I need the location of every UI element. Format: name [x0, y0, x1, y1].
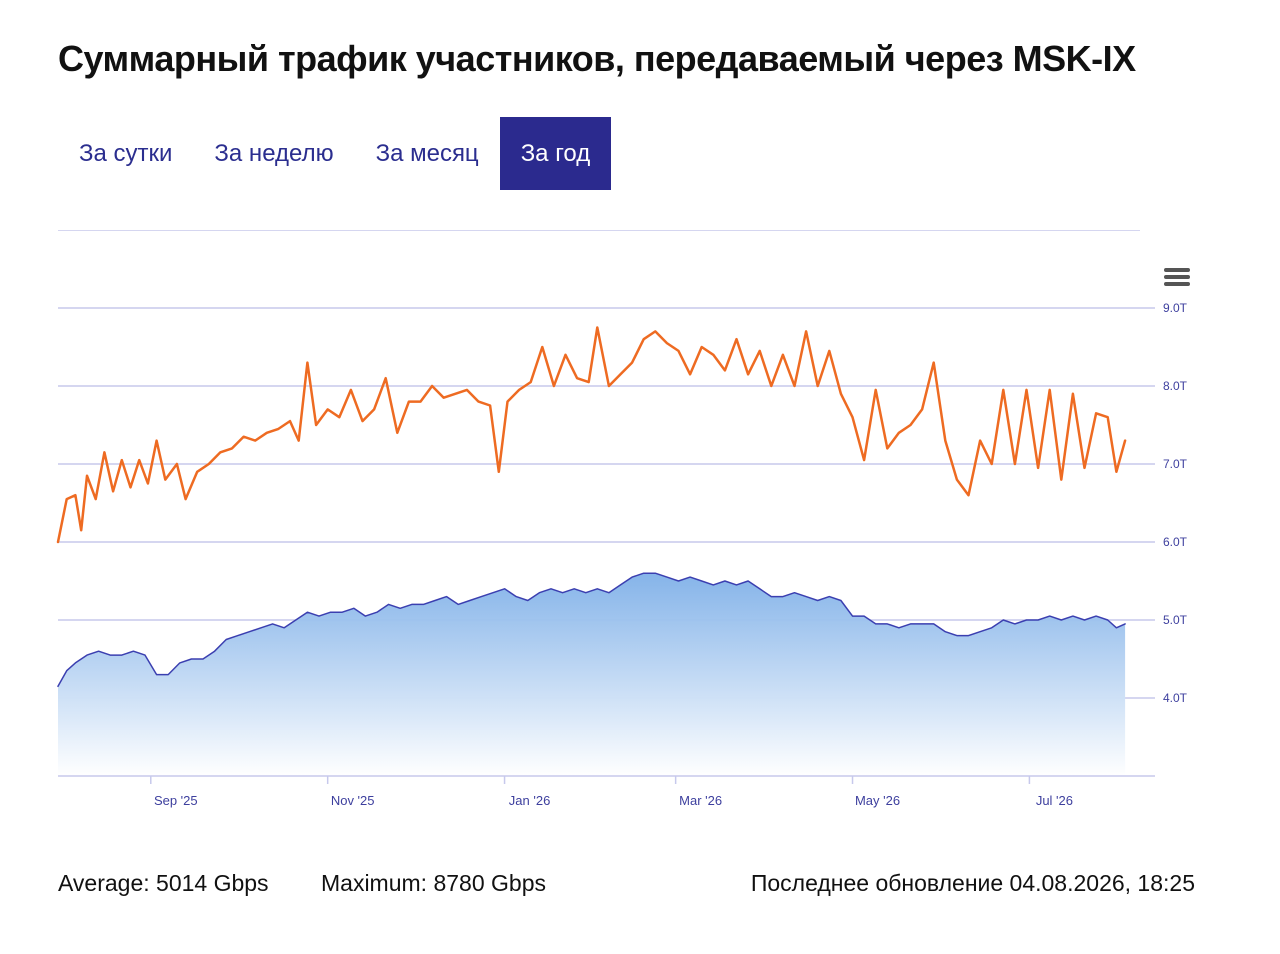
average-stat: Average: 5014 Gbps [58, 870, 269, 896]
maximum-stat: Maximum: 8780 Gbps [321, 870, 546, 896]
tab-month[interactable]: За месяц [375, 139, 479, 167]
series-line-max [56, 326, 1127, 544]
tab-year[interactable]: За год [499, 117, 612, 190]
y-tick-label: 9.0T [1163, 301, 1188, 315]
average-area [58, 573, 1126, 776]
period-tabs: За сутки За неделю За месяц За год [58, 117, 612, 190]
x-tick-label: Jul '26 [1036, 793, 1073, 808]
x-tick-label: Nov '25 [331, 793, 375, 808]
x-tick-label: Sep '25 [154, 793, 198, 808]
page-title: Суммарный трафик участников, передаваемы… [58, 38, 1136, 79]
series-area-average [58, 573, 1126, 776]
last-update: Последнее обновление 04.08.2026, 18:25 [750, 870, 1195, 896]
series-lines [56, 326, 1127, 688]
y-tick-label: 7.0T [1163, 457, 1188, 471]
tab-day[interactable]: За сутки [79, 139, 173, 167]
y-tick-label: 8.0T [1163, 379, 1188, 393]
traffic-chart-svg: 4.0T 5.0T 6.0T 7.0T 8.0T 9.0T Sep '25 Nov '25 Ja… [56, 230, 1188, 808]
hamburger-menu-icon[interactable] [1158, 262, 1198, 294]
axes: 4.0T 5.0T 6.0T 7.0T 8.0T 9.0T Sep '25 Nov '25 Ja… [58, 301, 1188, 808]
y-tick-label: 4.0T [1163, 691, 1188, 705]
y-tick-label: 5.0T [1163, 613, 1188, 627]
x-tick-label: Jan '26 [509, 793, 551, 808]
series-line-average [57, 572, 1126, 688]
x-tick-label: May '26 [855, 793, 900, 808]
tab-week[interactable]: За неделю [214, 139, 334, 167]
x-tick-label: Mar '26 [679, 793, 722, 808]
traffic-chart: 4.0T 5.0T 6.0T 7.0T 8.0T 9.0T Sep '25 Nov '25 Ja… [0, 230, 1280, 830]
y-tick-label: 6.0T [1163, 535, 1188, 549]
